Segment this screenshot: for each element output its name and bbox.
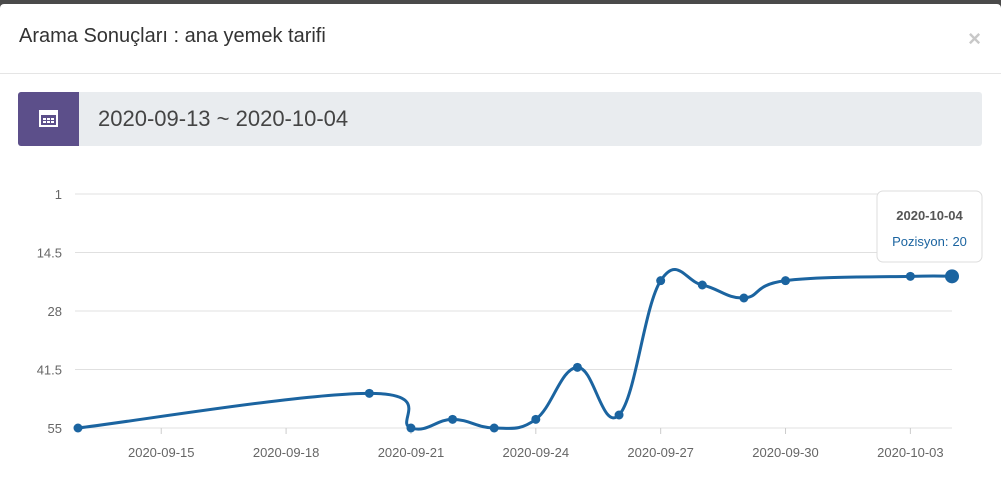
data-point bbox=[448, 414, 458, 424]
tooltip: 2020-10-04 Pozisyon: 20 bbox=[876, 190, 983, 263]
tooltip-box bbox=[876, 190, 983, 263]
data-point bbox=[489, 423, 499, 433]
data-point bbox=[364, 388, 374, 398]
modal: Arama Sonuçları : ana yemek tarifi × 202… bbox=[0, 4, 1001, 494]
tooltip-number: 20 bbox=[952, 234, 966, 249]
data-point bbox=[945, 269, 959, 284]
x-tick-label: 2020-10-03 bbox=[877, 445, 944, 460]
x-tick-label: 2020-09-15 bbox=[128, 445, 195, 460]
data-point bbox=[656, 276, 666, 286]
line-series bbox=[77, 267, 953, 431]
data-point bbox=[781, 276, 791, 286]
close-button[interactable]: × bbox=[968, 26, 981, 51]
data-point bbox=[697, 280, 707, 290]
tooltip-date: 2020-10-04 bbox=[896, 208, 963, 223]
y-tick-label: 1 bbox=[55, 187, 62, 202]
y-tick-label: 28 bbox=[48, 304, 62, 319]
x-tick-label: 2020-09-18 bbox=[253, 445, 320, 460]
data-point bbox=[614, 410, 624, 420]
modal-header: Arama Sonuçları : ana yemek tarifi × bbox=[0, 4, 1001, 74]
data-point bbox=[406, 423, 416, 433]
x-tick-label: 2020-09-30 bbox=[752, 445, 819, 460]
calendar-icon bbox=[18, 92, 79, 146]
data-point bbox=[739, 293, 749, 303]
tooltip-value: Pozisyon: 20 bbox=[892, 234, 967, 249]
date-range-text: 2020-09-13 ~ 2020-10-04 bbox=[98, 106, 349, 131]
data-point bbox=[905, 271, 915, 281]
modal-title: Arama Sonuçları : ana yemek tarifi bbox=[19, 25, 326, 47]
x-tick-label: 2020-09-27 bbox=[627, 445, 694, 460]
x-tick-label: 2020-09-24 bbox=[503, 445, 570, 460]
y-tick-label: 41.5 bbox=[37, 363, 62, 378]
x-tick-label: 2020-09-21 bbox=[378, 445, 445, 460]
calendar-glyph bbox=[39, 110, 58, 127]
data-point bbox=[531, 414, 541, 424]
data-point bbox=[572, 362, 582, 372]
data-point bbox=[73, 423, 83, 433]
date-range-picker[interactable]: 2020-09-13 ~ 2020-10-04 bbox=[18, 92, 982, 146]
y-tick-label: 55 bbox=[48, 421, 62, 436]
y-tick-label: 14.5 bbox=[37, 246, 62, 261]
tooltip-label: Pozisyon: bbox=[892, 234, 948, 249]
